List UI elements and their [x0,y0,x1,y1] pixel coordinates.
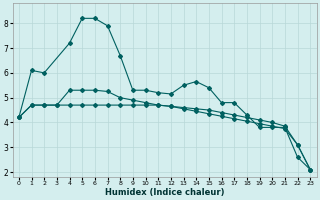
X-axis label: Humidex (Indice chaleur): Humidex (Indice chaleur) [105,188,224,197]
